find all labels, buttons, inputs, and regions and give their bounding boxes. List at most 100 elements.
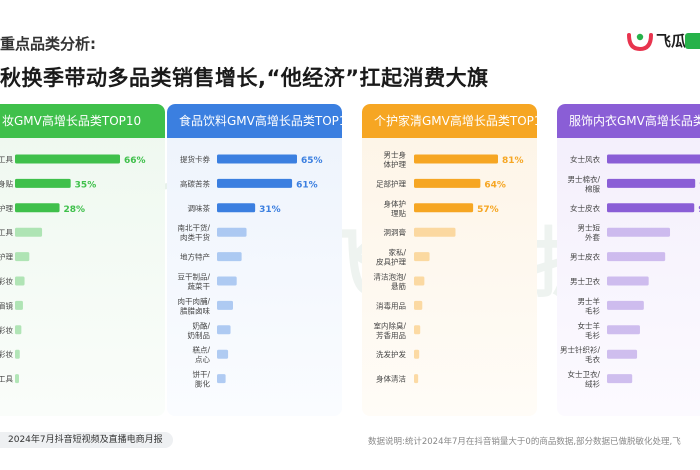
- bar-chart-personal-care: 男士身体护理 81% 足部护理 64% 身体护理贴 57% 洞洞膏家私/皮具护理清洁泡泡/悬…: [373, 150, 524, 384]
- data-label: 65%: [301, 156, 323, 166]
- category-label: 清洁泡泡/悬筋: [373, 272, 406, 292]
- bar: [217, 276, 237, 286]
- category-label: 肉干肉脯/腊腊卤味: [177, 296, 210, 316]
- bar: [217, 203, 256, 213]
- page-headline: 秋换季带动多品类销售增长,“他经济”扛起消费大旗: [0, 66, 489, 90]
- chart-title: 个护家清GMV高增长品类TOP10: [362, 104, 537, 138]
- feigua-logo: 飞瓜: [626, 28, 700, 52]
- bar: [607, 154, 700, 164]
- data-label: 57%: [477, 205, 499, 215]
- bar: [15, 203, 60, 213]
- category-label: 香工具: [0, 227, 13, 237]
- category-label: 男士身体护理: [384, 150, 407, 170]
- bar: [217, 154, 297, 164]
- bar: [217, 300, 233, 310]
- bar: [607, 325, 640, 335]
- category-label: 豆干制品/蔬菜干: [177, 272, 210, 292]
- category-label: 身体清洁: [376, 374, 406, 384]
- category-label: 家私/皮具护理: [376, 247, 406, 267]
- data-label: 28%: [64, 205, 86, 215]
- chart-panel-beauty: 妆GMV高增长品类TOP10 工具66%身贴35%护理28%香工具护理彩妆眉镜彩…: [0, 104, 165, 416]
- data-label: 61%: [296, 180, 318, 190]
- bar: [607, 374, 633, 384]
- bar: [414, 252, 430, 262]
- data-label: 81%: [502, 156, 524, 166]
- bar: [414, 203, 474, 213]
- bar: [15, 374, 19, 384]
- chart-panel-food: 食品饮料GMV高增长品类TOP10 提货卡券 65% 高碳苦茶 61% 调味茶 31% 南北…: [167, 104, 342, 416]
- bar: [217, 178, 293, 188]
- category-label: 消毒用品: [376, 300, 406, 310]
- category-label: 足部护理: [376, 178, 406, 188]
- category-label: 男士棉衣/棉服: [567, 174, 600, 194]
- bar: [414, 325, 421, 335]
- bar: [15, 154, 120, 164]
- bar: [414, 349, 420, 359]
- bar: [607, 227, 671, 237]
- source-badge: 2024年7月抖音短视频及直播电商月报: [0, 432, 173, 448]
- bar: [217, 325, 231, 335]
- bar: [217, 374, 226, 384]
- category-label: 地方特产: [180, 252, 210, 262]
- bar: [217, 252, 242, 262]
- logo-icon: [627, 33, 653, 52]
- category-label: 护理: [0, 252, 13, 262]
- category-label: 女士风衣: [570, 154, 600, 164]
- category-label: 洗发护发: [376, 349, 406, 359]
- category-label: 女士卫衣/绒衫: [567, 369, 600, 389]
- bar: [414, 178, 481, 188]
- category-label: 提货卡券: [180, 154, 210, 164]
- category-label: 调味茶: [188, 203, 211, 213]
- bar: [414, 374, 419, 384]
- category-label: 男士针织衫/毛衣: [560, 345, 601, 365]
- category-label: 奶酪/奶制品: [188, 320, 211, 340]
- bar: [607, 252, 666, 262]
- bar: [414, 300, 423, 310]
- category-label: 女士皮衣: [570, 203, 600, 213]
- chart-panel-apparel: 服饰内衣GMV高增长品类TOP10 女士风衣男士棉衣/棉服9女士皮衣90男士短外…: [557, 104, 700, 416]
- chart-panel-personal-care: 个护家清GMV高增长品类TOP10 男士身体护理 81% 足部护理 64% 身体护理贴 5…: [362, 104, 537, 416]
- section-title: 重点品类分析:: [0, 35, 96, 53]
- bar: [15, 227, 43, 237]
- bar: [15, 178, 71, 188]
- data-label: 66%: [124, 156, 146, 166]
- bar-chart-food: 提货卡券 65% 高碳苦茶 61% 调味茶 31% 南北干货/肉类干货地方特产豆干制品/蔬菜…: [177, 154, 323, 389]
- bar: [607, 349, 638, 359]
- category-label: 男士皮衣: [570, 252, 600, 262]
- bar: [607, 276, 649, 286]
- bar: [607, 300, 644, 310]
- data-note: 数据说明:统计2024年7月在抖音销量大于0的商品数据,部分数据已做脱敏化处理,…: [368, 437, 681, 447]
- category-label: 护理: [0, 203, 13, 213]
- category-label: 室内除臭/芳香用品: [373, 320, 406, 340]
- bar: [15, 252, 30, 262]
- category-label: 饼干/膨化: [192, 369, 210, 389]
- category-label: 男士短外套: [578, 223, 601, 243]
- chart-title: 食品饮料GMV高增长品类TOP10: [167, 104, 342, 138]
- data-label: 64%: [484, 180, 506, 190]
- category-label: 身体护理贴: [384, 198, 407, 218]
- category-label: 高碳苦茶: [180, 178, 210, 188]
- bar: [607, 203, 695, 213]
- bar: [15, 349, 20, 359]
- data-label: 35%: [75, 180, 97, 190]
- bar: [414, 276, 425, 286]
- category-label: 糕点/点心: [192, 345, 210, 365]
- category-label: 彩妆: [0, 325, 13, 335]
- bar: [15, 300, 23, 310]
- category-label: 彩妆: [0, 349, 13, 359]
- bar: [217, 349, 229, 359]
- chart-title: 服饰内衣GMV高增长品类TOP10: [557, 104, 700, 138]
- category-label: 工具: [0, 155, 13, 164]
- data-label: 90: [698, 205, 700, 215]
- category-label: 彩妆: [0, 276, 13, 286]
- bar-chart-apparel: 女士风衣男士棉衣/棉服9女士皮衣90男士短外套男士皮衣男士卫衣男士羊毛衫女士羊毛…: [560, 154, 700, 389]
- bar: [414, 227, 456, 237]
- logo-text: 飞瓜: [656, 32, 687, 50]
- bar: [607, 178, 696, 188]
- logo-green-mark: [685, 33, 700, 49]
- data-label: 31%: [259, 205, 281, 215]
- bar: [15, 325, 22, 335]
- bar: [217, 227, 247, 237]
